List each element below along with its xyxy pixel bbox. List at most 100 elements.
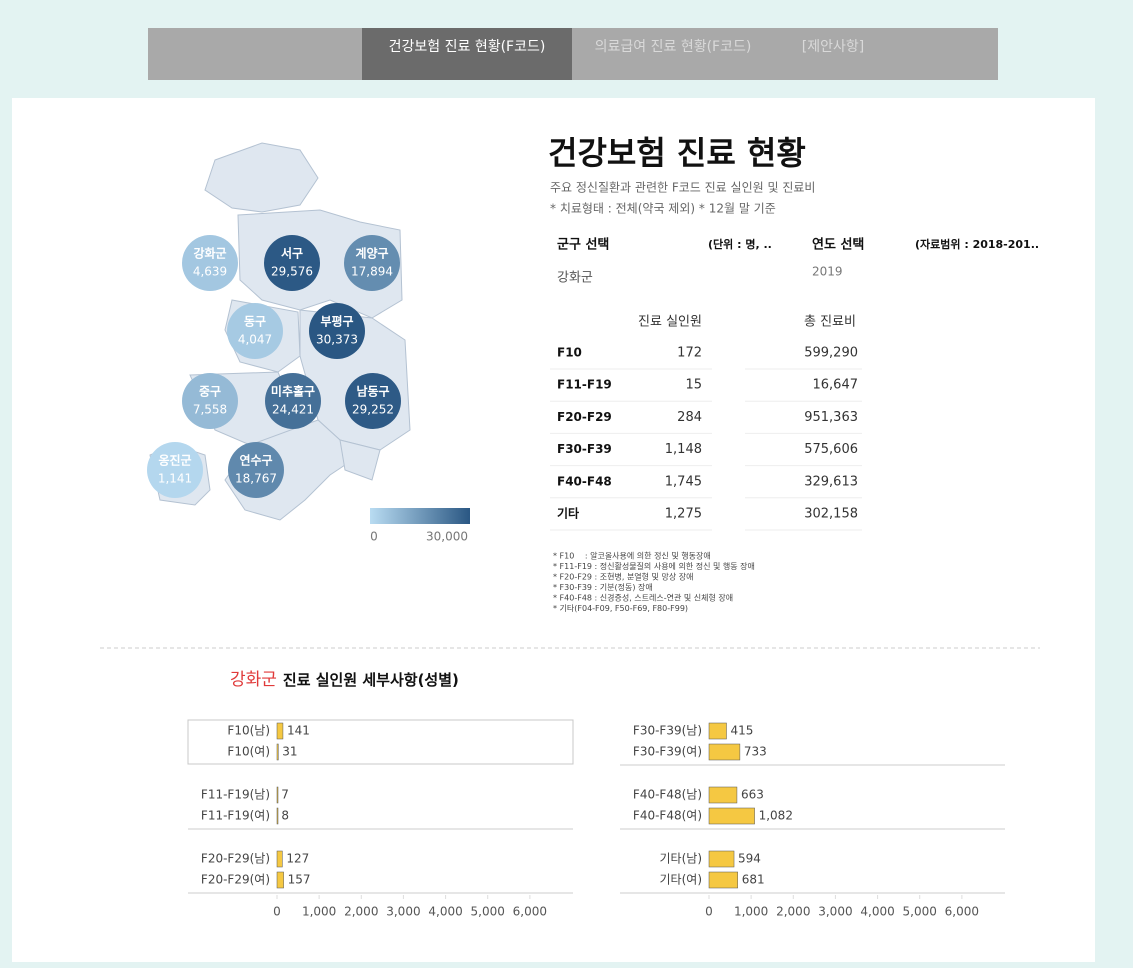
- patients: 1,275: [665, 507, 702, 522]
- x-tick-label: 3,000: [386, 905, 420, 919]
- footnote: * F40-F48 : 신경증성, 스트레스-연관 및 신체형 장애: [553, 593, 733, 603]
- district-bubble: [264, 235, 320, 291]
- section-district: 강화군: [230, 670, 277, 690]
- value-label: 415: [730, 724, 753, 738]
- x-tick-label: 5,000: [471, 905, 505, 919]
- category-label: 기타(남): [660, 852, 702, 866]
- year-select[interactable]: 2019: [812, 265, 843, 279]
- bar: [276, 722, 284, 740]
- note: * 치료형태 : 전체(약국 제외) * 12월 말 기준: [550, 201, 776, 216]
- district-name: 부평구: [320, 315, 353, 329]
- table-header: 진료 실인원: [638, 315, 702, 330]
- category-label: F30-F39(여): [633, 745, 702, 759]
- district-name: 동구: [244, 315, 266, 329]
- patients: 15: [685, 378, 702, 393]
- page-title: 건강보험 진료 현황: [548, 134, 806, 172]
- x-tick-label: 4,000: [428, 905, 462, 919]
- row-label: 기타: [557, 506, 579, 521]
- bar: [276, 807, 279, 825]
- category-label: 기타(여): [660, 873, 702, 887]
- value-label: 141: [287, 724, 310, 738]
- section-text: 진료 실인원 세부사항(성별): [283, 671, 459, 689]
- subtitle: 주요 정신질환과 관련한 F코드 진료 실인원 및 진료비: [550, 181, 815, 195]
- value-label: 8: [281, 809, 289, 823]
- district-bubble: [309, 303, 365, 359]
- selection-box: [187, 719, 574, 765]
- bar: [708, 850, 735, 868]
- category-label: F11-F19(남): [201, 788, 270, 802]
- tab[interactable]: [제안사항]: [802, 39, 864, 55]
- district-bubble: [265, 373, 321, 429]
- district-select[interactable]: 강화군: [557, 271, 593, 286]
- row-label: F10: [557, 346, 582, 360]
- tab[interactable]: 건강보험 진료 현황(F코드): [389, 39, 546, 55]
- district-value: 1,141: [158, 472, 192, 486]
- unit-note: (단위 : 명, ..: [708, 237, 772, 251]
- x-tick-label: 6,000: [513, 905, 547, 919]
- value-label: 31: [282, 745, 297, 759]
- row-label: F40-F48: [557, 474, 612, 488]
- value-label: 127: [286, 852, 309, 866]
- category-label: F40-F48(여): [633, 809, 702, 823]
- cost: 575,606: [804, 442, 858, 457]
- footnote: * F30-F39 : 기분(정동) 장애: [553, 582, 653, 592]
- district-value: 18,767: [235, 472, 277, 486]
- x-tick-label: 4,000: [860, 905, 894, 919]
- value-label: 7: [281, 788, 289, 802]
- category-label: F11-F19(여): [201, 809, 270, 823]
- district-value: 17,894: [351, 265, 393, 279]
- bar: [276, 786, 279, 804]
- section-title: 강화군 진료 실인원 세부사항(성별): [230, 670, 459, 690]
- cost: 16,647: [813, 378, 859, 393]
- footnote: * 기타(F04-F09, F50-F69, F80-F99): [553, 604, 688, 613]
- bar: [276, 743, 279, 761]
- x-tick-label: 1,000: [302, 905, 336, 919]
- filter-label: 연도 선택: [812, 237, 864, 253]
- legend-label: 0: [370, 530, 378, 544]
- district-name: 계양구: [355, 246, 388, 261]
- footnote: * F11-F19 : 정신활성물질의 사용에 의한 정신 및 행동 장애: [553, 561, 755, 571]
- patients: 172: [677, 346, 702, 361]
- footnote: * F20-F29 : 조현병, 분열형 및 망상 장애: [553, 572, 693, 582]
- patients: 1,745: [665, 474, 702, 489]
- category-label: F30-F39(남): [633, 724, 702, 738]
- cost: 951,363: [804, 410, 858, 425]
- district-value: 7,558: [193, 403, 227, 417]
- district-value: 4,639: [193, 265, 227, 279]
- legend-label: 30,000: [426, 530, 468, 544]
- district-bubble: [344, 235, 400, 291]
- row-label: F30-F39: [557, 442, 612, 456]
- table-header: 총 진료비: [804, 315, 856, 330]
- x-tick-label: 5,000: [903, 905, 937, 919]
- value-label: 1,082: [759, 809, 793, 823]
- district-bubble: [182, 373, 238, 429]
- district-value: 29,252: [352, 403, 394, 417]
- district-bubble: [147, 442, 203, 498]
- x-tick-label: 0: [705, 905, 713, 919]
- bar: [708, 722, 727, 740]
- district-name: 남동구: [356, 384, 389, 399]
- district-value: 30,373: [316, 333, 358, 347]
- bar: [708, 743, 741, 761]
- district-name: 중구: [199, 385, 221, 399]
- x-tick-label: 1,000: [734, 905, 768, 919]
- bar: [276, 871, 284, 889]
- filter-label: 군구 선택: [557, 237, 609, 253]
- x-tick-label: 3,000: [818, 905, 852, 919]
- footnote: * F10 : 알코올사용에 의한 정신 및 행동장애: [553, 551, 711, 561]
- bar: [708, 807, 755, 825]
- tab-bar: [148, 28, 998, 80]
- color-legend: [370, 508, 470, 524]
- district-name: 옹진군: [158, 453, 191, 468]
- row-label: F11-F19: [557, 378, 612, 392]
- district-value: 4,047: [238, 333, 272, 347]
- value-label: 157: [288, 873, 311, 887]
- tab[interactable]: 의료급여 진료 현황(F코드): [595, 39, 752, 55]
- district-name: 강화군: [193, 246, 226, 261]
- cost: 599,290: [804, 346, 858, 361]
- category-label: F10(여): [227, 745, 270, 759]
- active-tab[interactable]: [362, 28, 572, 80]
- category-label: F10(남): [227, 724, 270, 738]
- district-value: 29,576: [271, 265, 313, 279]
